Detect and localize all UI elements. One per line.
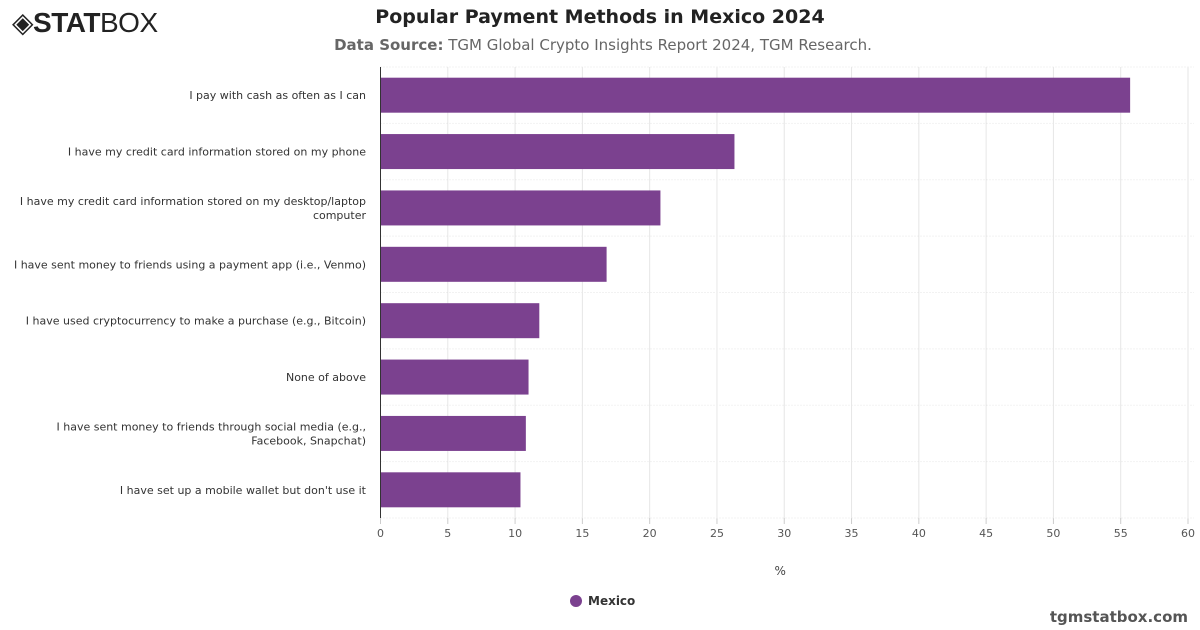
x-tick-label: 40 (912, 527, 926, 540)
bar (380, 472, 521, 508)
x-tick-label: 20 (643, 527, 657, 540)
bar (380, 134, 735, 170)
x-tick-label: 60 (1181, 527, 1195, 540)
category-label: I have my credit card information stored… (68, 146, 366, 159)
bar (380, 77, 1131, 113)
x-tick-label: 5 (444, 527, 451, 540)
legend-marker (570, 595, 582, 607)
category-label: I have my credit card information stored… (20, 195, 367, 222)
bar (380, 190, 661, 226)
bar (380, 415, 526, 451)
bar (380, 303, 540, 339)
category-label: None of above (286, 371, 366, 384)
x-tick-label: 30 (777, 527, 791, 540)
x-tick-label: 25 (710, 527, 724, 540)
bar (380, 359, 529, 395)
category-label: I pay with cash as often as I can (189, 89, 366, 102)
x-axis-label: % (775, 564, 786, 578)
chart-subtitle: Data Source: TGM Global Crypto Insights … (334, 36, 872, 54)
x-tick-label: 10 (508, 527, 522, 540)
x-tick-label: 45 (979, 527, 993, 540)
category-label: I have set up a mobile wallet but don't … (120, 484, 367, 497)
x-tick-label: 50 (1046, 527, 1060, 540)
footer-url[interactable]: tgmstatbox.com (1049, 608, 1188, 626)
category-label: I have sent money to friends through soc… (56, 420, 366, 447)
legend-item-mexico[interactable]: Mexico (570, 594, 635, 608)
x-tick-label: 35 (845, 527, 859, 540)
statbox-logo: ◈STATBOX (12, 7, 158, 38)
bar (380, 246, 607, 282)
x-tick-label: 55 (1114, 527, 1128, 540)
x-tick-label: 15 (575, 527, 589, 540)
category-label: I have used cryptocurrency to make a pur… (26, 315, 366, 328)
category-label: I have sent money to friends using a pay… (14, 258, 366, 271)
x-tick-label: 0 (377, 527, 384, 540)
chart-title: Popular Payment Methods in Mexico 2024 (375, 6, 825, 28)
diamond-logo-icon: ◈ (12, 7, 34, 38)
